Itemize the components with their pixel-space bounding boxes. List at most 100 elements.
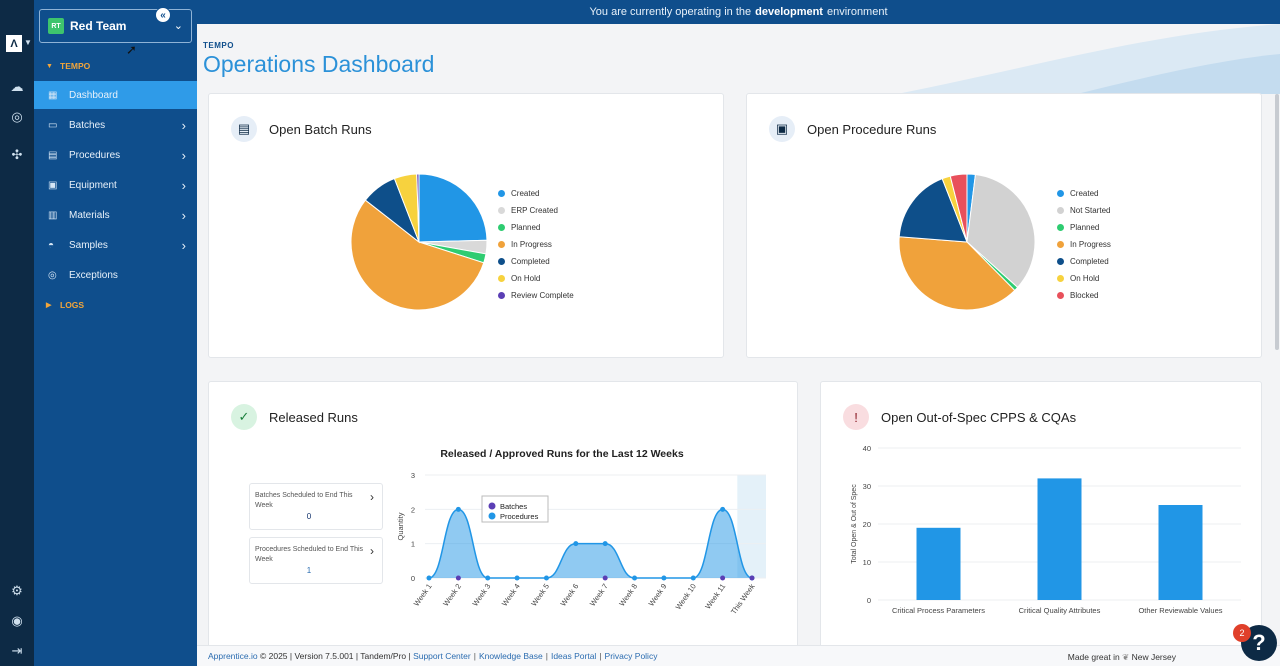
chevron-down-icon[interactable]: ▼ xyxy=(24,38,32,47)
dashboard-icon: ▦ xyxy=(48,90,69,101)
breadcrumb[interactable]: TEMPO xyxy=(203,41,234,50)
sidebar-item-label: Samples xyxy=(69,240,108,251)
legend-item[interactable]: ERP Created xyxy=(498,202,574,219)
bar-other-reviewable-values[interactable] xyxy=(1159,505,1203,600)
sidebar-item-equipment[interactable]: ▣ Equipment › xyxy=(34,171,197,199)
app-logo[interactable]: Λ xyxy=(6,35,22,52)
legend-dot xyxy=(1057,275,1064,282)
legend-item[interactable]: Blocked xyxy=(1057,287,1111,304)
procedures-point[interactable] xyxy=(544,576,549,581)
footer-brand-link[interactable]: Apprentice.io xyxy=(208,651,258,661)
legend-item[interactable]: In Progress xyxy=(1057,236,1111,253)
bar-critical-process-parameters[interactable] xyxy=(917,528,961,600)
sidebar-item-label: Dashboard xyxy=(69,90,118,101)
sidebar-item-procedures[interactable]: ▤ Procedures › xyxy=(34,141,197,169)
sidebar-item-exceptions[interactable]: ◎ Exceptions xyxy=(34,261,197,289)
section-tempo[interactable]: ▼ TEMPO xyxy=(46,61,90,71)
x-tick-label: Week 5 xyxy=(529,582,551,608)
batches-scheduled-label: Batches Scheduled to End This Week xyxy=(255,491,365,511)
procedures-point[interactable] xyxy=(720,507,725,512)
procedures-point[interactable] xyxy=(485,576,490,581)
batches-point[interactable] xyxy=(750,576,755,581)
batches-icon: ▭ xyxy=(48,120,69,131)
pie-slice-created[interactable] xyxy=(419,174,487,242)
procedures-point[interactable] xyxy=(427,576,432,581)
chevron-right-icon: › xyxy=(182,238,186,253)
network-icon[interactable]: ✣ xyxy=(0,143,34,167)
legend-item[interactable]: In Progress xyxy=(498,236,574,253)
legend-label: Blocked xyxy=(1070,291,1098,300)
legend-label: Completed xyxy=(511,257,550,266)
chevron-right-icon: › xyxy=(370,490,374,504)
y-tick-label: 10 xyxy=(863,558,871,567)
logout-icon[interactable]: ⇥ xyxy=(0,639,34,663)
legend-item[interactable]: Created xyxy=(498,185,574,202)
y-tick-label: 0 xyxy=(411,574,415,583)
procedures-point[interactable] xyxy=(573,541,578,546)
made-in-tag: Made great in ❦ New Jersey xyxy=(1068,652,1176,663)
equipment-icon: ▣ xyxy=(48,180,69,191)
legend-item[interactable]: Planned xyxy=(1057,219,1111,236)
section-tempo-label: TEMPO xyxy=(60,61,90,71)
released-runs-title: Released Runs xyxy=(269,410,358,425)
collapse-sidebar-button[interactable]: « xyxy=(155,7,171,23)
section-logs[interactable]: ▶ LOGS xyxy=(46,300,84,310)
gear-icon[interactable]: ⚙ xyxy=(0,579,34,603)
sidebar-item-label: Batches xyxy=(69,120,105,131)
sidebar-item-materials[interactable]: ▥ Materials › xyxy=(34,201,197,229)
batches-point[interactable] xyxy=(456,576,461,581)
cloud-icon[interactable]: ☁ xyxy=(0,75,34,99)
legend-item[interactable]: Review Complete xyxy=(498,287,574,304)
procedures-point[interactable] xyxy=(603,541,608,546)
team-avatar: RT xyxy=(48,18,64,34)
banner-suffix: environment xyxy=(827,6,888,18)
footer-link-knowledge-base[interactable]: Knowledge Base xyxy=(479,651,543,661)
batch-runs-legend: Created ERP Created Planned In Progress Comp… xyxy=(498,185,574,304)
legend-item[interactable]: Planned xyxy=(498,219,574,236)
procedures-scheduled-tile[interactable]: Procedures Scheduled to End This Week 1 … xyxy=(249,537,383,584)
bar-critical-quality-attributes[interactable] xyxy=(1038,478,1082,600)
sidebar-item-batches[interactable]: ▭ Batches › xyxy=(34,111,197,139)
procedures-point[interactable] xyxy=(661,576,666,581)
legend-label: In Progress xyxy=(511,240,552,249)
chevron-right-icon: › xyxy=(370,544,374,558)
page-scrollbar[interactable] xyxy=(1275,94,1279,350)
out-of-spec-card: ! Open Out-of-Spec CPPS & CQAs 0 10 20 30 40… xyxy=(820,381,1262,651)
section-logs-label: LOGS xyxy=(60,300,84,310)
legend-item[interactable]: Created xyxy=(1057,185,1111,202)
batches-point[interactable] xyxy=(603,576,608,581)
y-tick-label: 20 xyxy=(863,520,871,529)
x-tick-label: Week 2 xyxy=(441,582,463,608)
sidebar-item-dashboard[interactable]: ▦ Dashboard xyxy=(34,81,197,109)
out-of-spec-chart: 010203040Total Open & Out of SpecCritica… xyxy=(841,438,1261,628)
target-icon[interactable]: ◎ xyxy=(0,105,34,129)
x-tick-label: Week 8 xyxy=(617,582,639,608)
footer-link-ideas[interactable]: Ideas Portal xyxy=(551,651,596,661)
procedures-point[interactable] xyxy=(632,576,637,581)
procedures-point[interactable] xyxy=(691,576,696,581)
procedures-point[interactable] xyxy=(515,576,520,581)
legend-label: On Hold xyxy=(511,274,540,283)
y-tick-label: 0 xyxy=(867,596,871,605)
legend-item[interactable]: Completed xyxy=(1057,253,1111,270)
footer-link-support[interactable]: Support Center xyxy=(413,651,471,661)
legend-dot xyxy=(1057,224,1064,231)
legend-label: Procedures xyxy=(500,512,539,521)
legend-item[interactable]: Completed xyxy=(498,253,574,270)
procedures-point[interactable] xyxy=(456,507,461,512)
legend-item[interactable]: Not Started xyxy=(1057,202,1111,219)
legend-label: In Progress xyxy=(1070,240,1111,249)
legend-item[interactable]: On Hold xyxy=(1057,270,1111,287)
footer-link-privacy[interactable]: Privacy Policy xyxy=(605,651,658,661)
released-runs-card: ✓ Released Runs Batches Scheduled to End… xyxy=(208,381,798,651)
batches-scheduled-tile[interactable]: Batches Scheduled to End This Week 0 › xyxy=(249,483,383,530)
made-prefix: Made great in xyxy=(1068,652,1120,662)
legend-item[interactable]: On Hold xyxy=(498,270,574,287)
area-chart-legend: BatchesProcedures xyxy=(482,496,548,522)
user-icon[interactable]: ◉ xyxy=(0,609,34,633)
sidebar: RT Red Team ⌄ ▼ TEMPO ▦ Dashboard ▭ Batches… xyxy=(34,0,197,666)
batch-runs-title: Open Batch Runs xyxy=(269,122,372,137)
sidebar-item-samples[interactable]: ◓ Samples › xyxy=(34,231,197,259)
y-axis-label: Total Open & Out of Spec xyxy=(851,484,858,564)
batches-point[interactable] xyxy=(720,576,725,581)
